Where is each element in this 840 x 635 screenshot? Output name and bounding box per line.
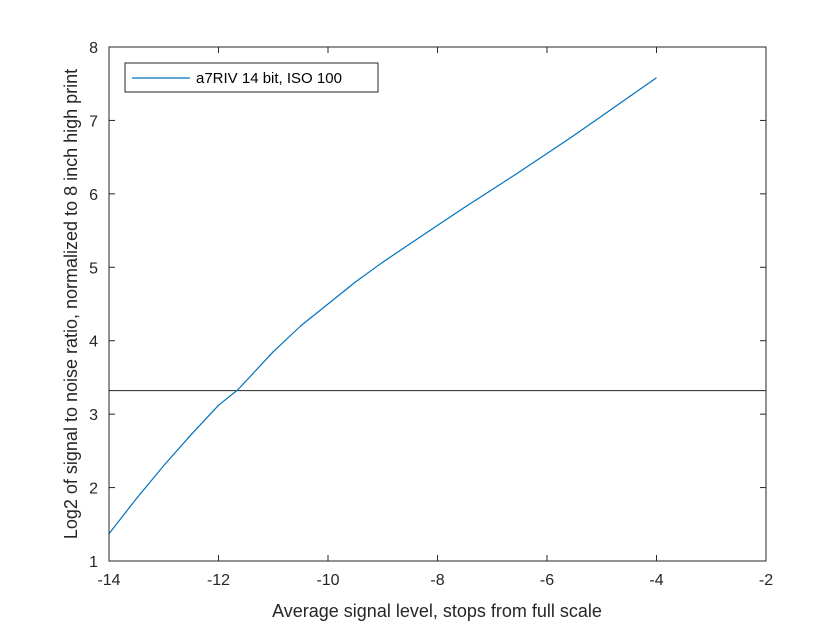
y-tick-label: 8 <box>89 40 98 57</box>
y-axis-label: Log2 of signal to noise ratio, normalize… <box>61 69 81 539</box>
y-tick-label: 2 <box>89 481 98 498</box>
series-layer <box>108 77 657 535</box>
y-tick-label: 4 <box>89 334 98 351</box>
x-tick-label: -4 <box>649 572 663 589</box>
y-axis: 1 2 3 4 5 6 7 8 <box>89 40 766 571</box>
plot-background <box>109 47 766 561</box>
y-tick-label: 7 <box>89 113 98 130</box>
y-tick-label: 3 <box>89 407 98 424</box>
y-tick-label: 6 <box>89 187 98 204</box>
x-tick-label: -10 <box>316 572 339 589</box>
x-tick-label: -6 <box>540 572 554 589</box>
legend-label: a7RIV 14 bit, ISO 100 <box>196 70 342 87</box>
x-tick-label: -14 <box>97 572 120 589</box>
x-tick-label: -2 <box>759 572 773 589</box>
y-tick-label: 5 <box>89 260 98 277</box>
x-axis: -14 -12 -10 -8 -6 -4 -2 <box>97 47 773 589</box>
x-axis-label: Average signal level, stops from full sc… <box>272 601 602 621</box>
legend: a7RIV 14 bit, ISO 100 <box>124 62 379 93</box>
x-tick-label: -12 <box>207 572 230 589</box>
y-tick-label: 1 <box>89 554 98 571</box>
x-tick-label: -8 <box>430 572 444 589</box>
series-line <box>108 77 657 535</box>
